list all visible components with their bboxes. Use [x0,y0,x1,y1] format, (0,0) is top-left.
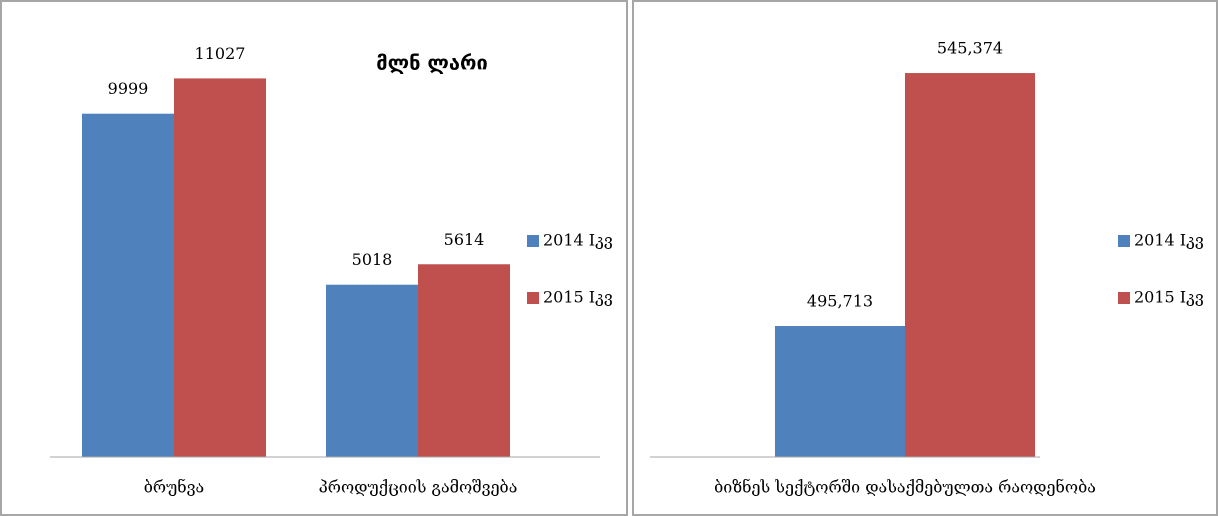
bar [905,73,1035,457]
right-panel-border [632,0,1218,516]
data-label: 545,374 [937,39,1003,58]
data-label: 495,713 [807,292,873,311]
legend-label: 2015 Iკვ [543,288,613,307]
legend-swatch [1118,235,1130,247]
legend-swatch [527,235,539,247]
legend-swatch [1118,292,1130,304]
bar [326,284,418,457]
data-label: 11027 [195,44,246,63]
x-tick-label: ბიზნეს სექტორში დასაქმებულთა რაოდენობა [714,478,1096,497]
bar [174,78,266,457]
bar [775,326,905,457]
x-tick-label: პროდუქციის გამოშვება [319,478,518,497]
legend-label: 2015 Iკვ [1134,288,1204,307]
data-label: 9999 [108,79,149,98]
legend-label: 2014 Iკვ [543,231,613,250]
legend-label: 2014 Iკვ [1134,231,1204,250]
bar [418,264,510,457]
legend-swatch [527,292,539,304]
unit-annotation: მლნ ლარი [376,51,487,75]
x-tick-label: ბრუნვა [144,478,204,497]
left-panel-border [0,0,628,516]
bar [82,113,174,458]
data-label: 5018 [352,250,393,269]
data-label: 5614 [444,230,485,249]
